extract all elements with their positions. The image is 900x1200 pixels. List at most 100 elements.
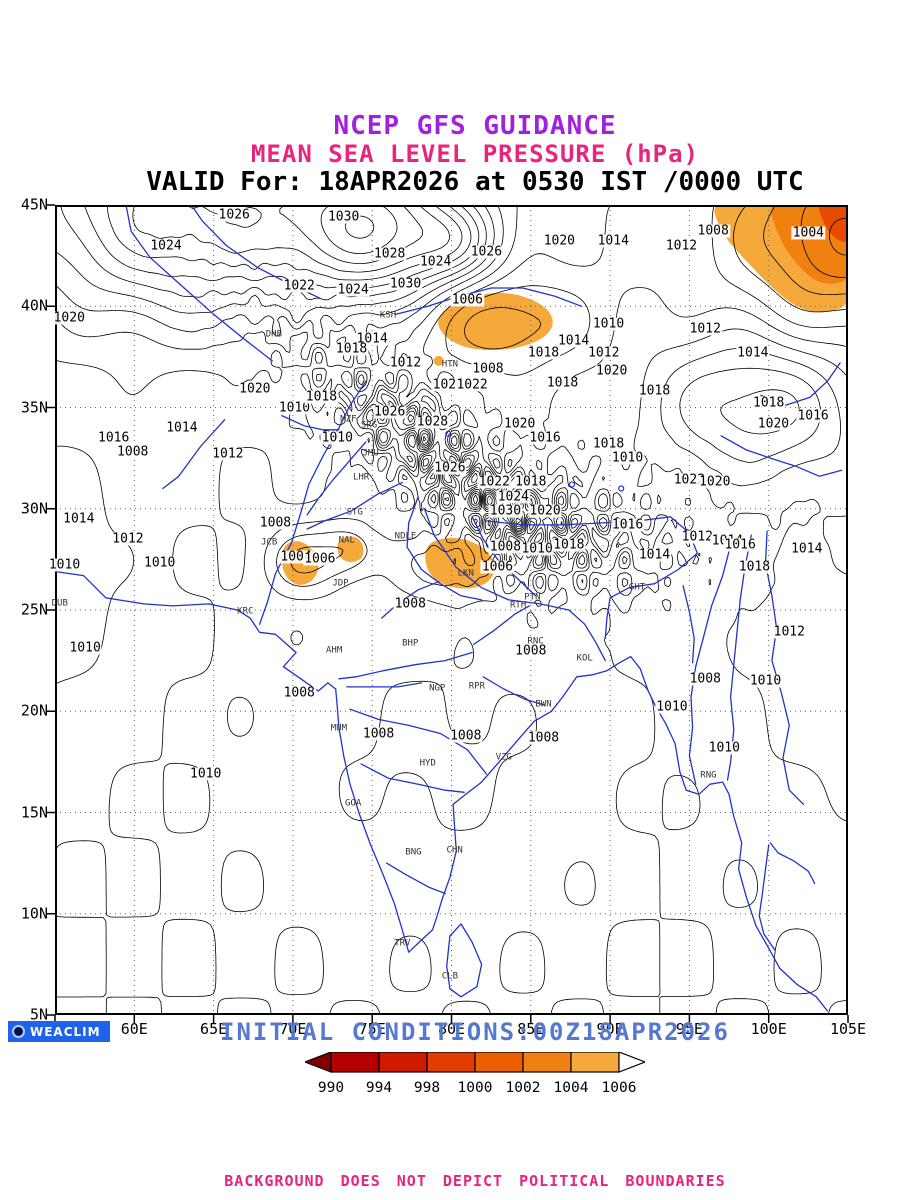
lat-tick-label: 30N: [20, 499, 48, 518]
water-feature: [764, 530, 805, 806]
colorbar-tick-label: 994: [366, 1080, 392, 1096]
lon-tick-label: 105E: [829, 1020, 867, 1038]
water-feature: [125, 206, 273, 362]
water-feature: [306, 481, 403, 530]
water-feature: [423, 508, 606, 662]
water-feature: [726, 534, 752, 781]
isobar-level-1022: [84, 205, 533, 527]
colorbar: 990 994 998 1000 1002 1004 1006: [303, 1051, 647, 1098]
map-frame: [55, 205, 848, 1015]
pressure-contour-map: [47, 204, 849, 1023]
lat-tick-label: 20N: [20, 701, 48, 720]
colorbar-tick-label: 990: [318, 1080, 344, 1096]
water-feature: [406, 495, 483, 601]
lake: [618, 485, 625, 492]
water-feature: [381, 581, 440, 619]
colorbar-segment: [474, 1051, 524, 1073]
axis-ticks: [47, 204, 849, 1023]
colorbar-segment: [378, 1051, 428, 1073]
low-pressure-fill-region: [337, 536, 364, 563]
water-feature: [385, 862, 446, 895]
water-feature: [446, 923, 483, 998]
lon-tick-label: 80E: [437, 1020, 466, 1038]
isobar-level-1008: [263, 205, 848, 831]
colorbar-segment: [330, 1051, 380, 1073]
isobar-level-1000: [829, 217, 848, 256]
title-block: NCEP GFS GUIDANCE MEAN SEA LEVEL PRESSUR…: [55, 111, 895, 197]
water-feature: [482, 676, 546, 706]
lon-tick-label: 85E: [517, 1020, 545, 1038]
colorbar-segment: [426, 1051, 476, 1073]
water-feature: [473, 605, 530, 646]
water-feature: [306, 441, 367, 516]
colorbar-tick-label: 1004: [554, 1080, 589, 1096]
isobar-level-1032: [344, 215, 375, 239]
water-feature: [688, 544, 732, 785]
water-feature: [720, 435, 843, 477]
colorbar-tick-label: 1000: [458, 1080, 493, 1096]
lon-tick-label: 60E: [120, 1020, 148, 1038]
isobar-level-1020: [60, 205, 536, 529]
field-title: MEAN SEA LEVEL PRESSURE (hPa): [250, 140, 700, 169]
water-feature: [258, 380, 367, 625]
lat-tick-label: 45N: [20, 195, 48, 214]
isobar-level-1030: [320, 205, 398, 254]
colorbar-segment: [522, 1051, 572, 1073]
weaclim-logo-icon: [12, 1025, 25, 1038]
isobar-level-1016: [55, 205, 821, 543]
weaclim-logo-text: WEACLIM: [30, 1024, 101, 1039]
low-pressure-fill-region: [281, 541, 319, 585]
lon-tick-label: 100E: [750, 1020, 787, 1038]
colorbar-tick-label: 1002: [506, 1080, 541, 1096]
water-feature: [360, 763, 465, 793]
colorbar-tick-label: 1006: [602, 1080, 637, 1096]
lat-tick-label: 15N: [20, 803, 48, 821]
lat-tick-label: 35N: [20, 398, 48, 416]
colorbar-segment: [570, 1051, 620, 1073]
isobar-level-1014: [55, 205, 848, 653]
water-feature: [769, 842, 816, 885]
graticule: [55, 205, 848, 1015]
disclaimer-text: BACKGROUND DOES NOT DEPICT POLITICAL BOU…: [224, 1172, 726, 1190]
lon-tick-label: 95E: [675, 1020, 703, 1038]
water-feature: [485, 516, 698, 639]
map-area: 1026 1030 1024 1020 1014 1012 1008 1004 1028 1026…: [47, 204, 849, 1023]
water-feature: [162, 419, 226, 490]
valid-time-line: VALID For: 18APR2026 at 0530 IST /0000 U…: [146, 166, 804, 197]
colorbar-scale: 990 994 998 1000 1002 1004 1006: [303, 1051, 647, 1096]
colorbar-right-arrow: [618, 1051, 647, 1073]
low-pressure-fill-region: [438, 292, 553, 351]
water-feature: [349, 708, 488, 775]
isobar-level-1026: [132, 205, 450, 273]
lat-tick-label: 10N: [20, 904, 48, 923]
model-title: NCEP GFS GUIDANCE: [333, 111, 617, 141]
water-feature: [758, 844, 776, 951]
weaclim-badge: WEACLIM: [8, 1021, 110, 1042]
water-feature: [338, 651, 473, 680]
water-feature: [55, 570, 829, 1012]
lat-tick-label: 40N: [20, 296, 48, 315]
colorbar-tick-label: 998: [414, 1080, 440, 1096]
low-pressure-fills: [281, 205, 848, 589]
isobar-contours: [55, 205, 848, 1015]
initial-conditions-text: INITIAL CONDITIONS:00Z18APR2026: [220, 1018, 730, 1046]
lon-tick-label: 70E: [279, 1020, 307, 1038]
lake: [568, 481, 576, 488]
water-feature: [682, 585, 695, 664]
water-feature: [760, 362, 841, 407]
lon-tick-label: 65E: [200, 1020, 228, 1038]
water-feature: [395, 287, 583, 315]
water-feature: [471, 516, 537, 597]
water-feature: [346, 682, 423, 688]
colorbar-left-arrow: [303, 1051, 332, 1073]
isobar-level-1024: [107, 205, 521, 525]
lon-tick-label: 90E: [596, 1020, 624, 1038]
lon-tick-label: 75E: [358, 1020, 386, 1038]
lake: [445, 430, 452, 437]
lat-tick-label: 25N: [20, 600, 48, 619]
water-feature: [281, 414, 340, 431]
isobar-level-1018: [55, 205, 800, 531]
lat-tick-label: 5N: [29, 1005, 48, 1024]
isobar-level-1012: [55, 205, 848, 822]
